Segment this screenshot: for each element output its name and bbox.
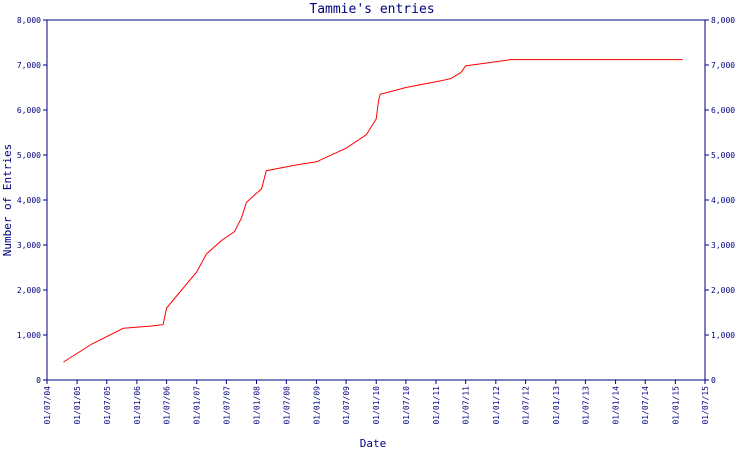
- right-y-axis: 0 1,000 2,000 3,000 4,000 5,000 6,000 7,000 8,00…: [705, 16, 735, 385]
- y-tick-label-right: 4,000: [711, 196, 735, 205]
- y-tick-label-left: 2,000: [17, 286, 41, 295]
- x-tick-label: 01/07/06: [163, 386, 172, 425]
- x-tick-label: 01/01/14: [612, 386, 621, 425]
- x-axis: 01/07/04 01/01/05 01/07/05 01/01/06 01/07/06…: [43, 380, 710, 425]
- x-tick-label: 01/07/07: [222, 386, 231, 425]
- x-axis-label: Date: [360, 437, 387, 450]
- x-tick-label: 01/01/10: [372, 386, 381, 425]
- y-tick-label-right: 3,000: [711, 241, 735, 250]
- x-tick-label: 01/07/12: [522, 386, 531, 425]
- series-layer: [63, 59, 683, 363]
- y-tick-label-right: 2,000: [711, 286, 735, 295]
- x-tick-label: 01/07/08: [282, 386, 291, 425]
- y-tick-label-left: 7,000: [17, 61, 41, 70]
- y-tick-label-left: 8,000: [17, 16, 41, 25]
- x-tick-label: 01/01/15: [671, 386, 680, 425]
- x-tick-label: 01/01/13: [552, 386, 561, 425]
- x-tick-label: 01/01/05: [73, 386, 82, 425]
- chart-title: Tammie's entries: [309, 2, 434, 17]
- y-tick-label-right: 0: [711, 376, 716, 385]
- x-tick-label: 01/01/06: [133, 386, 142, 425]
- y-tick-label-right: 8,000: [711, 16, 735, 25]
- x-tick-label: 01/07/11: [462, 386, 471, 425]
- y-axis-label: Number of Entries: [1, 144, 14, 257]
- y-tick-label-left: 5,000: [17, 151, 41, 160]
- x-tick-label: 01/01/12: [492, 386, 501, 425]
- y-tick-label-left: 4,000: [17, 196, 41, 205]
- x-tick-label: 01/07/09: [342, 386, 351, 425]
- x-tick-label: 01/01/09: [312, 386, 321, 425]
- y-tick-label-left: 6,000: [17, 106, 41, 115]
- y-tick-label-right: 7,000: [711, 61, 735, 70]
- left-y-axis: 0 1,000 2,000 3,000 4,000 5,000 6,000 7,000 8,00…: [17, 16, 47, 385]
- x-tick-label: 01/01/08: [253, 386, 262, 425]
- x-tick-label: 01/07/15: [701, 386, 710, 425]
- x-tick-label: 01/07/13: [581, 386, 590, 425]
- y-tick-label-left: 1,000: [17, 331, 41, 340]
- x-tick-label: 01/01/07: [193, 386, 202, 425]
- x-tick-label: 01/07/10: [402, 386, 411, 425]
- y-tick-label-left: 0: [36, 376, 41, 385]
- y-tick-label-right: 5,000: [711, 151, 735, 160]
- x-tick-label: 01/07/05: [103, 386, 112, 425]
- y-tick-label-left: 3,000: [17, 241, 41, 250]
- x-tick-label: 01/07/04: [43, 386, 52, 425]
- x-tick-label: 01/07/14: [641, 386, 650, 425]
- entries-series-line: [63, 59, 683, 363]
- y-tick-label-right: 6,000: [711, 106, 735, 115]
- y-tick-label-right: 1,000: [711, 331, 735, 340]
- x-tick-label: 01/01/11: [432, 386, 441, 425]
